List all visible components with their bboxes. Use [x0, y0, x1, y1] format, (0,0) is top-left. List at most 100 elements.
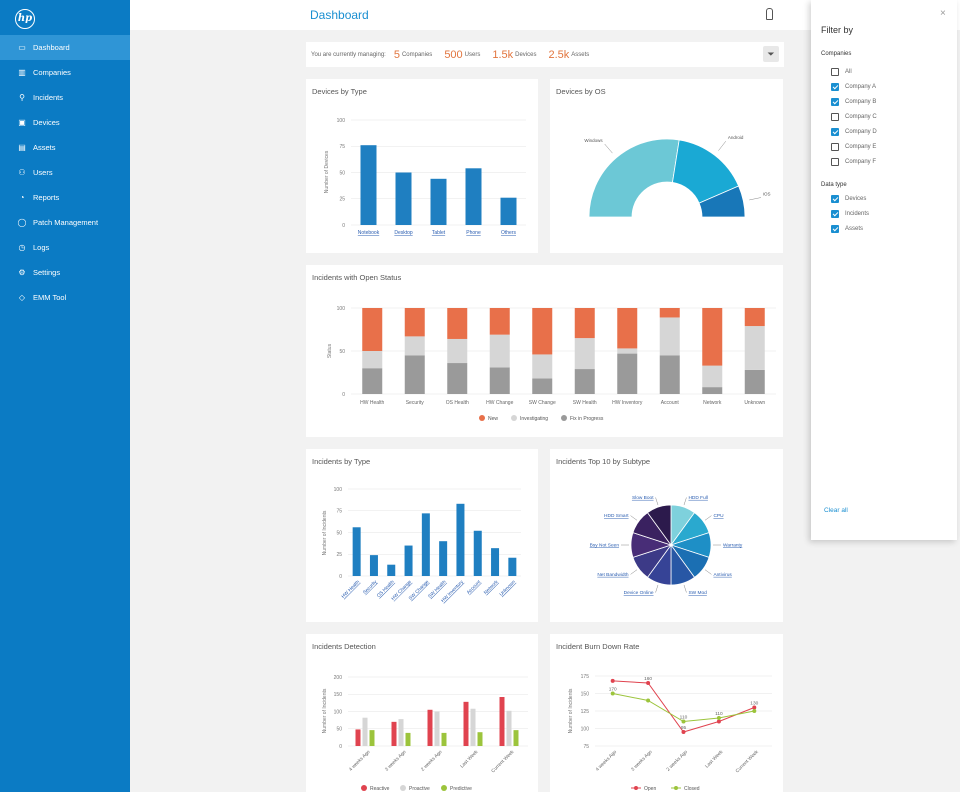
sidebar-item-label: Logs [33, 243, 50, 252]
data-label: 110 [680, 715, 688, 721]
shield-icon: ◯ [17, 218, 27, 227]
checkbox-checked[interactable] [831, 225, 839, 233]
bar [421, 513, 430, 576]
stacked-bar-segment [532, 378, 553, 394]
sidebar-item-logs[interactable]: ◷ Logs [0, 235, 130, 260]
stacked-bar-segment [489, 367, 510, 394]
legend-marker [561, 415, 567, 421]
x-tick-label: Account [661, 400, 680, 406]
company-filter-row[interactable]: Company E [831, 143, 876, 151]
y-tick-label: 0 [339, 744, 342, 750]
data-label: 110 [715, 711, 723, 717]
sidebar-item-label: Dashboard [33, 43, 70, 52]
data-label: 170 [609, 687, 617, 693]
slice-leader-line [630, 515, 638, 521]
slice-leader-line [604, 143, 613, 154]
slice-label: Warranty [723, 543, 743, 549]
legend-label: Open [644, 786, 656, 792]
checkbox-label: Devices [845, 196, 867, 202]
pie-slice [646, 504, 672, 547]
slice-leader-line [704, 515, 712, 521]
stacked-bar-segment [617, 308, 638, 349]
checkbox-label: Company F [845, 159, 877, 165]
company-filter-row[interactable]: Company F [831, 158, 876, 166]
x-tick-label: Current Week [490, 749, 516, 775]
y-tick-label: 150 [581, 691, 590, 697]
bar [355, 729, 361, 746]
legend-label: Investigating [520, 416, 548, 422]
sidebar: hp ▭ Dashboard ▥ Companies ⚲ Incidents ▣ Device… [0, 0, 130, 792]
x-tick-label: 3 weeks Ago [384, 749, 408, 773]
checkbox-unchecked[interactable] [831, 158, 839, 166]
sidebar-item-patch-management[interactable]: ◯ Patch Management [0, 210, 130, 235]
sidebar-item-label: Reports [33, 193, 60, 202]
slice-label: HDD Full [688, 495, 707, 501]
checkbox-unchecked[interactable] [831, 113, 839, 121]
close-icon[interactable]: × [940, 8, 946, 19]
sidebar-item-assets[interactable]: ▤ Assets [0, 135, 130, 160]
checkbox-checked[interactable] [831, 98, 839, 106]
company-filter-row[interactable]: Company C [831, 113, 877, 121]
users-icon: ⚇ [18, 168, 26, 177]
card-incidents-top10-subtype: Incidents Top 10 by Subtype HDD Full CPU W… [550, 449, 783, 622]
y-tick-label: 175 [581, 674, 590, 680]
slice-leader-line [630, 569, 638, 575]
sidebar-item-companies[interactable]: ▥ Companies [0, 60, 130, 85]
bar [434, 711, 440, 746]
user-icon[interactable] [766, 8, 773, 20]
stacked-bar-segment [744, 308, 765, 327]
stat-label: Devices [515, 51, 537, 58]
clear-all-link[interactable]: Clear all [824, 507, 848, 514]
y-tick-label: 50 [339, 349, 345, 355]
legend-label: Reactive [370, 786, 390, 792]
card-incidents-by-type: Incidents by Type 0 25 50 75 100 Number of In… [306, 449, 538, 622]
legend-marker [361, 785, 367, 791]
sidebar-item-incidents[interactable]: ⚲ Incidents [0, 85, 130, 110]
company-filter-row[interactable]: All [831, 68, 852, 76]
checkbox-checked[interactable] [831, 128, 839, 136]
filter-button[interactable]: ⏷ [763, 46, 779, 62]
company-filter-row[interactable]: Company D [831, 128, 877, 136]
data-type-filter-row[interactable]: Incidents [831, 210, 869, 218]
sidebar-item-settings[interactable]: ⚙ Settings [0, 260, 130, 285]
checkbox-checked[interactable] [831, 210, 839, 218]
sidebar-item-devices[interactable]: ▣ Devices [0, 110, 130, 135]
x-tick-label: OS Health [446, 400, 469, 406]
y-axis-label: Status [327, 343, 333, 358]
sidebar-item-emm-tool[interactable]: ◇ EMM Tool [0, 285, 130, 310]
data-type-filter-row[interactable]: Devices [831, 195, 866, 203]
sidebar-item-users[interactable]: ⚇ Users [0, 160, 130, 185]
checkbox-unchecked[interactable] [831, 68, 839, 76]
company-filter-row[interactable]: Company B [831, 98, 876, 106]
clock-icon: ◷ [18, 243, 26, 252]
data-type-filter-row[interactable]: Assets [831, 225, 863, 233]
sidebar-item-dashboard[interactable]: ▭ Dashboard [0, 35, 130, 60]
checkbox-unchecked[interactable] [831, 143, 839, 151]
checkbox-checked[interactable] [831, 83, 839, 91]
y-axis-label: Number of Devices [324, 150, 330, 193]
sidebar-item-label: Patch Management [33, 218, 99, 227]
sidebar-item-label: Incidents [33, 93, 64, 102]
checkbox-checked[interactable] [831, 195, 839, 203]
sidebar-item-reports[interactable]: ◔ Reports [0, 185, 130, 210]
stacked-bar-segment [404, 336, 425, 356]
card-incidents-detection: Incidents Detection 0 50 100 150 200 Number o… [306, 634, 538, 792]
bar [439, 541, 448, 576]
shield-outline-icon: ◇ [18, 293, 26, 302]
hp-logo[interactable]: hp [15, 9, 35, 29]
y-tick-label: 150 [334, 692, 343, 698]
company-filter-row[interactable]: Company A [831, 83, 876, 91]
sidebar-item-label: Settings [33, 268, 61, 277]
bar [369, 730, 375, 746]
stacked-bar-segment [702, 365, 723, 388]
incidents-detection-chart: 0 50 100 150 200 Number of Incidents 4 weeks A… [322, 675, 528, 792]
stacked-bar-segment [744, 326, 765, 370]
incidents-by-type-chart: 0 25 50 75 100 Number of Incidents HW Health Se… [322, 487, 521, 604]
sidebar-item-label: Users [33, 168, 53, 177]
x-tick-label: 2 weeks Ago [420, 749, 444, 773]
slice-label: Net Bandwidth [597, 572, 629, 578]
data-label: 130 [750, 701, 758, 707]
checkbox-label: Assets [845, 226, 864, 232]
bar [470, 708, 476, 746]
bar [477, 732, 483, 746]
